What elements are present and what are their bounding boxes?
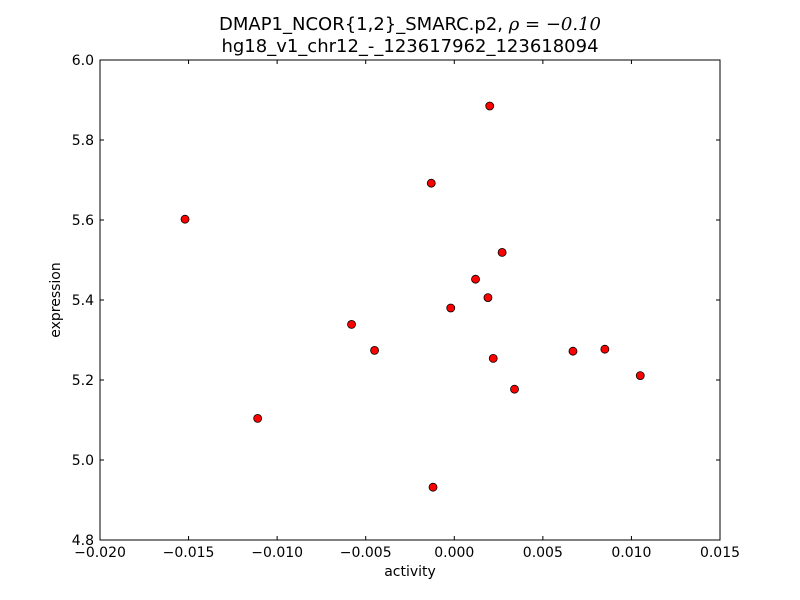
- plot-frame: [99, 59, 721, 541]
- y-tick-label: 5.8: [72, 133, 94, 149]
- data-point: [428, 482, 438, 492]
- x-tick-label: −0.020: [74, 545, 126, 561]
- data-point: [485, 101, 495, 111]
- chart-title: DMAP1_NCOR{1,2}_SMARC.p2, ρ = −0.10: [219, 14, 601, 35]
- y-tick-label: 6.0: [72, 53, 94, 69]
- axis-ticks: −0.020 −0.015 −0.010 −0.005 0.000 0.005 0.010 0…: [72, 53, 740, 561]
- x-tick-label: −0.010: [251, 545, 303, 561]
- data-point: [488, 353, 498, 363]
- data-point: [426, 178, 436, 188]
- x-tick-label: 0.010: [611, 545, 651, 561]
- data-point: [347, 319, 356, 329]
- data-point: [497, 247, 507, 257]
- data-point: [471, 274, 480, 284]
- x-tick-label: −0.005: [340, 545, 392, 561]
- data-point: [180, 214, 190, 224]
- data-point: [568, 346, 578, 356]
- x-tick-label: 0.005: [523, 545, 563, 561]
- plot-area: [100, 60, 720, 540]
- y-axis-label: expression: [48, 262, 64, 338]
- y-tick-label: 4.8: [72, 533, 94, 549]
- y-tick-label: 5.6: [72, 213, 94, 229]
- y-tick-label: 5.2: [72, 373, 94, 389]
- x-tick-label: 0.000: [434, 545, 474, 561]
- y-tick-label: 5.4: [72, 293, 94, 309]
- data-point: [510, 384, 519, 394]
- data-point: [446, 303, 456, 313]
- data-points: [180, 101, 645, 492]
- x-tick-label: −0.015: [163, 545, 215, 561]
- chart-subtitle: hg18_v1_chr12_-_123617962_123618094: [221, 36, 598, 57]
- data-point: [483, 293, 493, 303]
- data-point: [370, 345, 379, 355]
- data-point: [600, 344, 610, 354]
- x-axis-label: activity: [384, 564, 436, 580]
- data-point: [635, 371, 645, 381]
- y-tick-label: 5.0: [72, 453, 94, 469]
- x-tick-label: 0.015: [700, 545, 740, 561]
- data-point: [253, 413, 263, 423]
